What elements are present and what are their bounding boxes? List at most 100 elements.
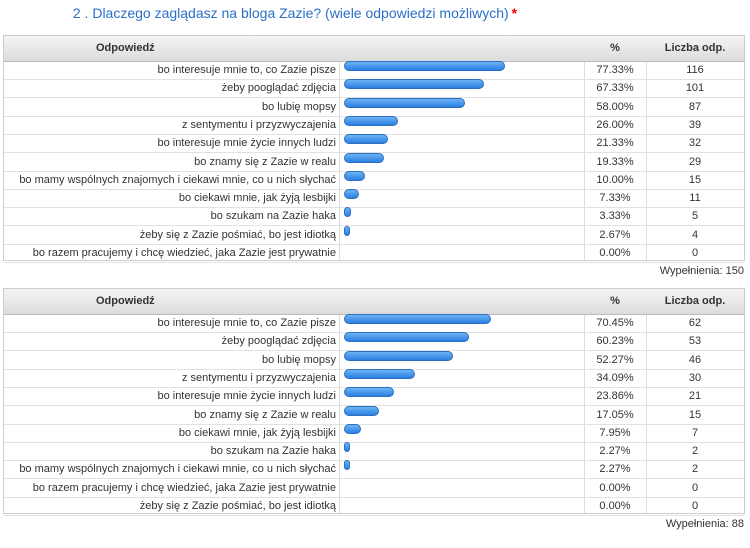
table-row: bo mamy wspólnych znajomych i ciekawi mn… (4, 460, 744, 480)
table-row: bo interesuje mnie to, co Zazie pisze 77.… (4, 61, 744, 80)
count-label: 32 (688, 137, 702, 150)
percent-bar (344, 189, 360, 200)
answer-label: bo mamy wspólnych znajomych i ciekawi mn… (19, 173, 336, 186)
answer-label: bo szukam na Zazie haka (210, 445, 336, 458)
percent-label: 17.05% (596, 408, 634, 421)
table-row: żeby się z Zazie pośmiać, bo jest idiotk… (4, 225, 744, 245)
percent-bar (344, 170, 365, 181)
answer-label: bo znamy się z Zazie w realu (194, 408, 336, 421)
count-label: 4 (691, 228, 699, 241)
table-row: bo znamy się z Zazie w realu 17.05% 15 (4, 405, 744, 425)
percent-label: 3.33% (599, 210, 631, 223)
percent-bar (344, 368, 415, 379)
header-cell: Odpowiedź (96, 42, 155, 54)
percent-bar (344, 442, 350, 453)
percent-label: 7.95% (599, 426, 631, 439)
answer-label: żeby pooglądać zdjęcia (221, 335, 336, 348)
count-label: 39 (688, 118, 702, 131)
header-cell: % (610, 295, 620, 307)
answer-label: bo interesuje mnie to, co Zazie pisze (157, 64, 336, 76)
percent-label: 19.33% (596, 155, 634, 168)
question-title: 2 . Dlaczego zaglądasz na bloga Zazie? (… (0, 5, 590, 21)
column-divider (646, 36, 647, 261)
percent-bar (344, 152, 385, 163)
table-row: bo znamy się z Zazie w realu 19.33% 29 (4, 152, 744, 172)
percent-bar (344, 332, 470, 343)
table-row: bo interesuje mnie życie innych ludzi 21.… (4, 134, 744, 154)
percent-label: 0.00% (599, 500, 631, 512)
count-label: 30 (688, 371, 702, 384)
percent-bar (344, 97, 465, 108)
table-row: bo interesuje mnie to, co Zazie pisze 70.… (4, 314, 744, 333)
table-row: bo lubię mopsy 52.27% 46 (4, 350, 744, 370)
percent-bar (344, 61, 505, 71)
count-label: 62 (688, 317, 702, 329)
required-mark: * (511, 5, 518, 21)
count-label: 0 (691, 247, 699, 259)
table-row: z sentymentu i przyzwyczajenia 34.09% 30 (4, 368, 744, 388)
percent-bar (344, 115, 399, 126)
responses-total: Wypełnienia: 88 (665, 518, 744, 531)
percent-label: 52.27% (596, 353, 634, 366)
count-label: 7 (691, 426, 699, 439)
answer-label: bo interesuje mnie to, co Zazie pisze (157, 317, 336, 329)
percent-label: 0.00% (599, 247, 631, 259)
table-header: Odpowiedź% Liczba odp. (4, 36, 744, 62)
count-label: 0 (691, 500, 699, 512)
table-row: żeby się z Zazie pośmiać, bo jest idiotk… (4, 497, 744, 516)
table-row: żeby pooglądać zdjęcia 60.23% 53 (4, 332, 744, 352)
table-row: bo szukam na Zazie haka 3.33% 5 (4, 207, 744, 227)
header-cell: % (610, 42, 620, 54)
results-table: Odpowiedź% Liczba odp. bo interesuje mnie … (3, 288, 745, 516)
percent-bar (344, 225, 350, 236)
count-label: 46 (688, 353, 702, 366)
title-text: 2 . Dlaczego zaglądasz na bloga Zazie? (… (72, 5, 509, 21)
table-row: bo razem pracujemy i chcę wiedzieć, jaka… (4, 244, 744, 263)
percent-label: 23.86% (596, 390, 634, 403)
answer-label: bo mamy wspólnych znajomych i ciekawi mn… (19, 463, 336, 476)
answer-label: bo ciekawi mnie, jak żyją lesbijki (178, 426, 336, 439)
column-divider (584, 36, 585, 261)
count-label: 29 (688, 155, 702, 168)
answer-label: żeby pooglądać zdjęcia (221, 82, 336, 95)
header-cell: Liczba odp. (664, 295, 726, 307)
answer-label: bo lubię mopsy (262, 100, 336, 113)
count-label: 5 (691, 210, 699, 223)
percent-bar (344, 207, 351, 218)
answer-label: bo ciekawi mnie, jak żyją lesbijki (178, 192, 336, 205)
percent-bar (344, 460, 350, 471)
count-label: 11 (689, 192, 701, 205)
answer-label: żeby się z Zazie pośmiać, bo jest idiotk… (139, 500, 336, 512)
column-divider (339, 36, 340, 261)
table-row: bo ciekawi mnie, jak żyją lesbijki 7.95% 7 (4, 423, 744, 443)
percent-bar (344, 350, 453, 361)
percent-label: 0.00% (599, 481, 631, 494)
answer-label: z sentymentu i przyzwyczajenia (181, 118, 336, 131)
percent-label: 77.33% (596, 64, 634, 76)
answer-label: z sentymentu i przyzwyczajenia (181, 371, 336, 384)
answer-label: bo interesuje mnie życie innych ludzi (157, 390, 336, 403)
percent-bar (344, 79, 485, 90)
table-row: żeby pooglądać zdjęcia 67.33% 101 (4, 79, 744, 99)
percent-bar (344, 405, 380, 416)
count-label: 15 (688, 173, 702, 186)
results-table: Odpowiedź% Liczba odp. bo interesuje mnie … (3, 35, 745, 263)
count-label: 87 (688, 100, 702, 113)
percent-label: 26.00% (596, 118, 634, 131)
count-label: 15 (688, 408, 702, 421)
count-label: 2 (691, 445, 699, 458)
percent-label: 2.27% (599, 445, 631, 458)
column-divider (584, 289, 585, 514)
percent-label: 67.33% (596, 82, 634, 95)
count-label: 21 (688, 390, 702, 403)
percent-bar (344, 314, 491, 324)
answer-label: bo interesuje mnie życie innych ludzi (157, 137, 336, 150)
count-label: 53 (688, 335, 702, 348)
percent-label: 2.67% (599, 228, 631, 241)
table-row: z sentymentu i przyzwyczajenia 26.00% 39 (4, 115, 744, 135)
table-row: bo ciekawi mnie, jak żyją lesbijki 7.33% 1… (4, 189, 744, 209)
table-header: Odpowiedź% Liczba odp. (4, 289, 744, 315)
percent-label: 34.09% (596, 371, 634, 384)
table-row: bo lubię mopsy 58.00% 87 (4, 97, 744, 117)
